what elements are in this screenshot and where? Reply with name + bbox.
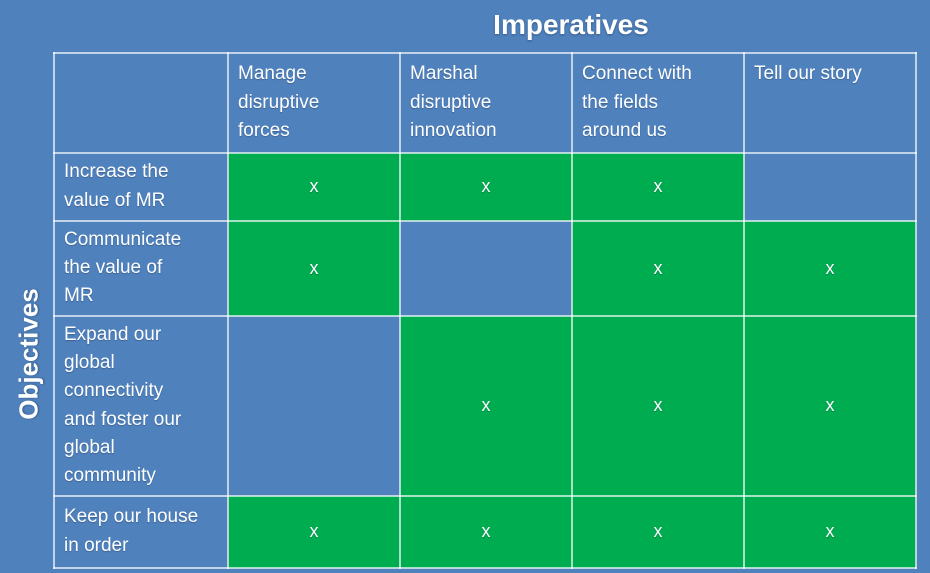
matrix-cell-marked: x: [399, 494, 573, 569]
matrix-cell-marked: x: [743, 494, 917, 569]
matrix-corner-cell: [53, 52, 229, 154]
matrix-cell-marked: x: [571, 314, 745, 497]
matrix-cell-marked: x: [399, 151, 573, 222]
matrix-cell-empty: [227, 314, 401, 497]
column-header-cell: Marshal disruptive innovation: [399, 52, 573, 154]
matrix-cell-marked: x: [571, 494, 745, 569]
row-header-cell: Expand our global connectivity and foste…: [53, 314, 229, 497]
column-header-cell: Tell our story: [743, 52, 917, 154]
row-header-cell: Increase the value of MR: [53, 151, 229, 222]
matrix-row: Keep our house in order x x x x: [53, 494, 917, 569]
matrix-cell-marked: x: [571, 219, 745, 317]
imperatives-axis-title: Imperatives: [493, 9, 649, 40]
row-header-cell: Keep our house in order: [53, 494, 229, 569]
column-header-cell: Connect with the fields around us: [571, 52, 745, 154]
matrix-row: Increase the value of MR x x x: [53, 151, 917, 222]
column-header-cell: Manage disruptive forces: [227, 52, 401, 154]
matrix-body: Increase the value of MR x x x Communicate t…: [53, 151, 917, 569]
matrix-cell-marked: x: [227, 219, 401, 317]
matrix-row: Expand our global connectivity and foste…: [53, 314, 917, 497]
row-header-cell: Communicate the value of MR: [53, 219, 229, 317]
matrix-cell-empty: [743, 151, 917, 222]
matrix-cell-marked: x: [227, 494, 401, 569]
matrix-cell-empty: [399, 219, 573, 317]
matrix-cell-marked: x: [399, 314, 573, 497]
matrix-cell-marked: x: [227, 151, 401, 222]
matrix-row: Communicate the value of MR x x x: [53, 219, 917, 317]
matrix-cell-marked: x: [743, 314, 917, 497]
matrix-cell-marked: x: [571, 151, 745, 222]
objectives-axis-title: Objectives: [13, 288, 44, 420]
strategy-matrix-table: Manage disruptive forces Marshal disrupti…: [53, 52, 917, 569]
matrix-cell-marked: x: [743, 219, 917, 317]
matrix-header-row: Manage disruptive forces Marshal disrupti…: [53, 52, 917, 154]
